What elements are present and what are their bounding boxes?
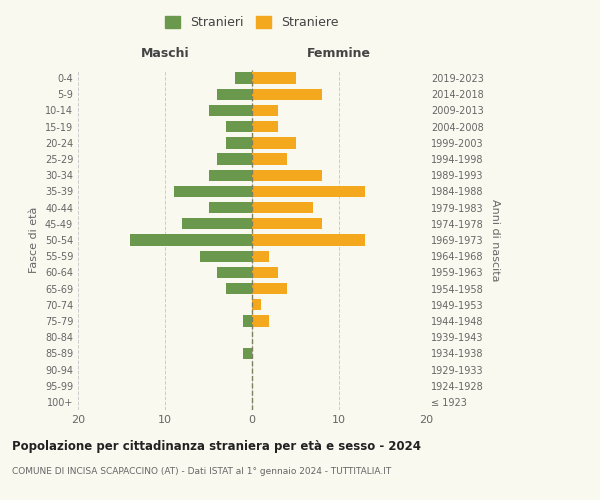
Bar <box>217 88 252 100</box>
Bar <box>244 348 252 359</box>
Text: COMUNE DI INCISA SCAPACCINO (AT) - Dati ISTAT al 1° gennaio 2024 - TUTTITALIA.IT: COMUNE DI INCISA SCAPACCINO (AT) - Dati … <box>12 468 391 476</box>
Bar <box>226 283 252 294</box>
Bar <box>130 234 252 246</box>
Bar <box>252 234 365 246</box>
Bar <box>182 218 252 230</box>
Bar <box>252 316 269 326</box>
Bar <box>252 202 313 213</box>
Bar <box>252 283 287 294</box>
Y-axis label: Fasce di età: Fasce di età <box>29 207 39 273</box>
Bar <box>252 299 261 310</box>
Bar <box>226 121 252 132</box>
Text: Femmine: Femmine <box>307 47 371 60</box>
Bar <box>200 250 252 262</box>
Bar <box>252 105 278 116</box>
Bar <box>217 154 252 164</box>
Bar <box>226 137 252 148</box>
Bar <box>174 186 252 197</box>
Bar <box>209 170 252 181</box>
Bar <box>252 218 322 230</box>
Legend: Stranieri, Straniere: Stranieri, Straniere <box>160 11 344 34</box>
Bar <box>252 72 296 84</box>
Bar <box>252 88 322 100</box>
Bar <box>209 105 252 116</box>
Bar <box>252 266 278 278</box>
Bar <box>252 121 278 132</box>
Bar <box>235 72 252 84</box>
Bar <box>252 154 287 164</box>
Bar <box>252 250 269 262</box>
Text: Maschi: Maschi <box>140 47 190 60</box>
Text: Popolazione per cittadinanza straniera per età e sesso - 2024: Popolazione per cittadinanza straniera p… <box>12 440 421 453</box>
Bar <box>252 186 365 197</box>
Bar <box>252 170 322 181</box>
Bar <box>252 137 296 148</box>
Bar <box>217 266 252 278</box>
Bar <box>244 316 252 326</box>
Bar <box>209 202 252 213</box>
Y-axis label: Anni di nascita: Anni di nascita <box>490 198 500 281</box>
